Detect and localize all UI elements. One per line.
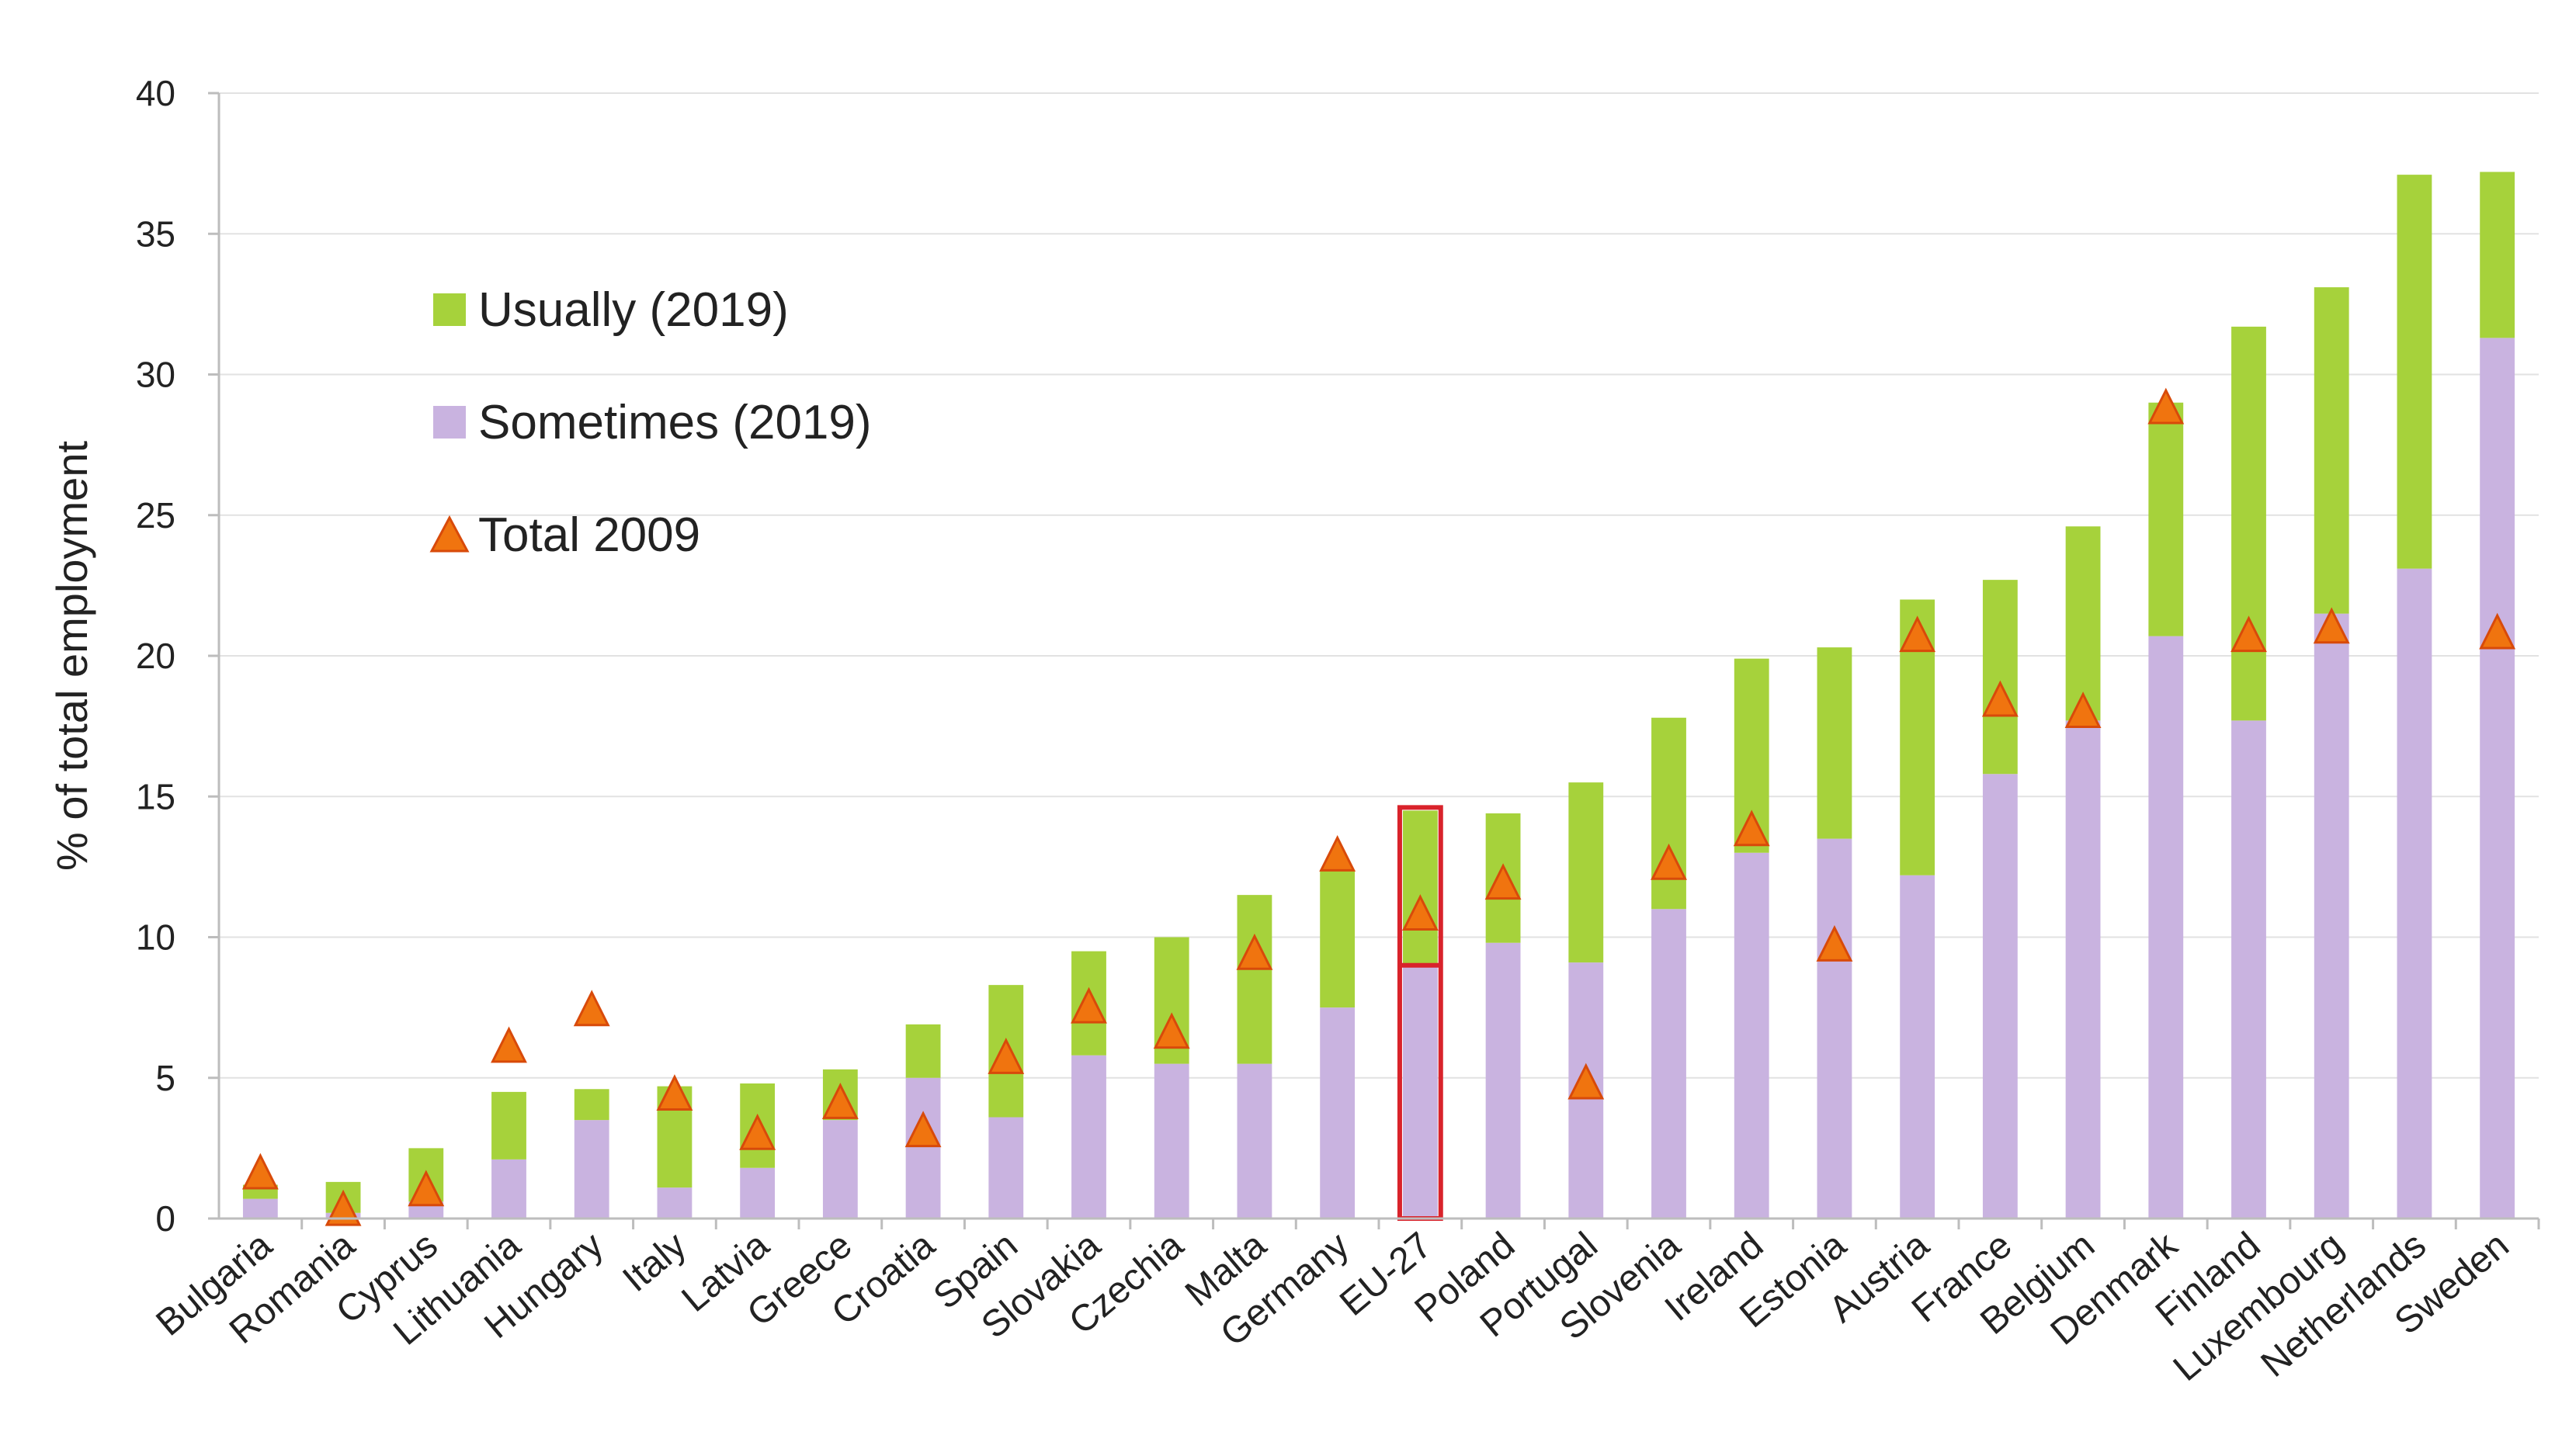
- y-tick-label: 15: [136, 776, 175, 816]
- marker-total-2009-lithuania: [491, 1026, 527, 1063]
- bar-usually-denmark: [2148, 402, 2184, 636]
- marker-total-2009-ireland: [1733, 809, 1770, 847]
- bar-usually-netherlands: [2397, 175, 2432, 569]
- y-tick-label: 5: [155, 1058, 175, 1098]
- bar-usually-belgium: [2065, 526, 2101, 721]
- bar-sometimes-italy: [657, 1187, 693, 1219]
- bar-sometimes-austria: [1900, 875, 1935, 1219]
- marker-total-2009-eu-27: [1401, 894, 1439, 931]
- legend: Usually (2019) Sometimes (2019) Total 20…: [429, 283, 872, 562]
- bar-sometimes-latvia: [740, 1167, 776, 1219]
- bar-usually-croatia: [905, 1024, 941, 1078]
- bar-usually-germany: [1320, 869, 1356, 1008]
- bar-sometimes-sweden: [2480, 338, 2515, 1219]
- bar-usually-estonia: [1817, 647, 1852, 839]
- marker-total-2009-czechia: [1153, 1012, 1190, 1049]
- bar-sometimes-slovakia: [1071, 1055, 1106, 1219]
- marker-total-2009-poland: [1484, 863, 1522, 900]
- y-axis-title: % of total employment: [47, 441, 96, 871]
- legend-sometimes-swatch: [433, 406, 466, 439]
- marker-total-2009-croatia: [904, 1111, 942, 1148]
- legend-total-2009-marker: [429, 515, 470, 553]
- marker-total-2009-bulgaria: [241, 1153, 279, 1190]
- bar-usually-malta: [1237, 895, 1272, 1064]
- marker-total-2009-italy: [656, 1074, 693, 1111]
- marker-total-2009-finland: [2230, 615, 2267, 653]
- marker-total-2009-spain: [988, 1038, 1025, 1074]
- bar-usually-luxembourg: [2314, 287, 2349, 614]
- bar-sometimes-greece: [822, 1120, 858, 1219]
- legend-usually-label: Usually (2019): [478, 283, 789, 337]
- bar-sometimes-spain: [988, 1117, 1024, 1219]
- bar-usually-lithuania: [491, 1091, 526, 1160]
- bar-usually-france: [1982, 580, 2018, 775]
- marker-total-2009-denmark: [2147, 387, 2185, 425]
- marker-total-2009-sweden: [2479, 612, 2516, 650]
- marker-total-2009-luxembourg: [2313, 607, 2350, 644]
- bars: [242, 172, 2515, 1221]
- gridlines: [219, 92, 2539, 1079]
- bar-sometimes-estonia: [1817, 838, 1852, 1219]
- bar-usually-sweden: [2480, 172, 2515, 338]
- marker-total-2009-belgium: [2064, 692, 2102, 728]
- marker-total-2009-romania: [325, 1189, 362, 1226]
- bar-sometimes-denmark: [2148, 636, 2184, 1219]
- marker-total-2009-slovenia: [1651, 843, 1687, 880]
- bar-sometimes-belgium: [2065, 720, 2101, 1219]
- marker-total-2009-latvia: [739, 1113, 776, 1150]
- y-tick-label: 35: [136, 213, 175, 254]
- bar-usually-hungary: [574, 1089, 609, 1121]
- y-tick-label: 0: [155, 1198, 175, 1239]
- bar-sometimes-czechia: [1154, 1063, 1189, 1219]
- marker-total-2009-france: [1981, 680, 2019, 717]
- bar-sometimes-slovenia: [1651, 909, 1686, 1219]
- bar-sometimes-eu-27: [1402, 965, 1438, 1219]
- y-tick-label: 10: [136, 917, 175, 958]
- marker-total-2009-slovakia: [1071, 986, 1107, 1024]
- bar-sometimes-poland: [1485, 942, 1521, 1219]
- bar-sometimes-france: [1982, 774, 2018, 1219]
- bar-sometimes-hungary: [574, 1120, 609, 1219]
- bar-sometimes-germany: [1320, 1007, 1356, 1219]
- marker-total-2009-greece: [821, 1083, 859, 1119]
- y-tick-label: 20: [136, 636, 175, 676]
- marker-total-2009-cyprus: [408, 1170, 445, 1207]
- marker-total-2009-malta: [1236, 933, 1273, 970]
- y-tick-label: 25: [136, 495, 175, 536]
- bar-sometimes-bulgaria: [242, 1198, 278, 1219]
- marker-total-2009-estonia: [1816, 925, 1853, 962]
- y-tick-labels: 0 5 10 15 20 25 30 35 40: [136, 73, 219, 1239]
- bar-usually-finland: [2231, 326, 2266, 721]
- bar-sometimes-finland: [2231, 720, 2266, 1219]
- marker-total-2009-hungary: [573, 990, 610, 1027]
- marker-total-2009-austria: [1899, 615, 1936, 653]
- legend-sometimes-label: Sometimes (2019): [478, 396, 872, 449]
- bar-sometimes-lithuania: [491, 1159, 526, 1219]
- marker-total-2009-germany: [1319, 835, 1356, 872]
- bar-usually-eu-27: [1402, 810, 1438, 965]
- legend-usually-swatch: [433, 293, 466, 326]
- markers-2009: [241, 387, 2516, 1226]
- y-tick-label: 40: [136, 73, 175, 113]
- legend-total-2009-label: Total 2009: [478, 508, 700, 562]
- bar-usually-slovenia: [1651, 717, 1686, 910]
- y-tick-label: 30: [136, 355, 175, 395]
- bar-sometimes-malta: [1237, 1063, 1272, 1219]
- bar-sometimes-croatia: [905, 1077, 941, 1219]
- marker-total-2009-portugal: [1567, 1063, 1605, 1100]
- bar-sometimes-netherlands: [2397, 568, 2432, 1219]
- bar-sometimes-ireland: [1734, 852, 1769, 1219]
- bar-sometimes-luxembourg: [2314, 613, 2349, 1219]
- bar-usually-portugal: [1568, 782, 1604, 963]
